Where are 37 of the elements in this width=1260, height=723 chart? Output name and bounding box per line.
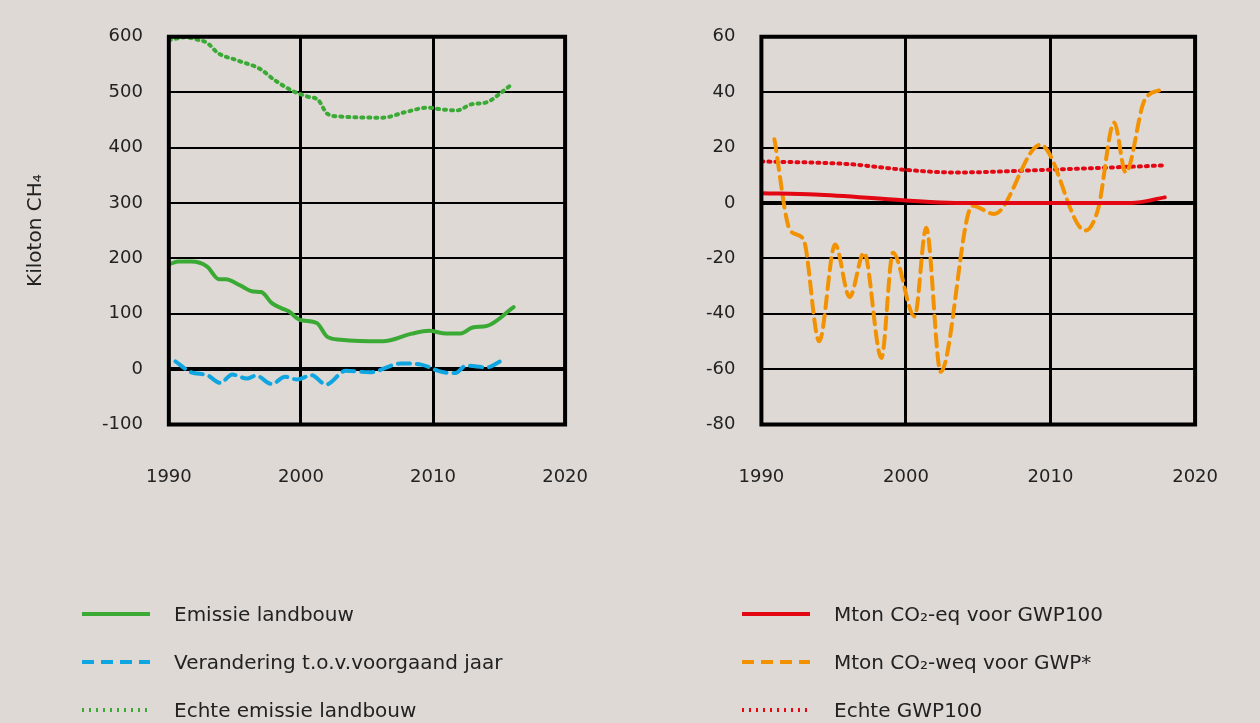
legend-label: Verandering t.o.v.voorgaand jaar [174, 650, 503, 674]
x-tick-label: 1990 [145, 464, 192, 486]
line-series [173, 359, 503, 387]
y-tick-label: 200 [108, 245, 143, 267]
x-tick-label: 2020 [542, 464, 588, 486]
line-series [772, 87, 1164, 374]
y-tick-label: -80 [705, 412, 736, 434]
y-tick-label: -60 [705, 356, 736, 378]
legend-label: Echte emissie landbouw [174, 698, 417, 722]
line-series [168, 36, 513, 120]
line-series [761, 159, 1164, 175]
line-series [168, 259, 516, 344]
y-axis-title: Kiloton CH₄ [22, 174, 47, 287]
y-tick-label: 0 [131, 356, 143, 378]
y-tick-label: 40 [712, 79, 736, 101]
x-tick-label: 2010 [1027, 464, 1074, 486]
legend-label: Echte GWP100 [834, 698, 983, 722]
x-tick-label: 2000 [883, 464, 929, 486]
y-tick-label: 20 [712, 135, 736, 157]
y-tick-label: 400 [108, 135, 143, 157]
y-tick-label: 60 [712, 24, 736, 46]
legend-label: Emissie landbouw [174, 602, 354, 626]
y-tick-label: 300 [108, 190, 143, 212]
line-series [761, 191, 1167, 205]
legend-label: Mton CO₂-eq voor GWP100 [834, 602, 1104, 626]
x-tick-label: 2000 [278, 464, 324, 486]
x-tick-label: 1990 [738, 464, 785, 486]
y-tick-label: 0 [723, 190, 736, 212]
y-tick-label: -40 [705, 301, 736, 323]
y-tick-label: 100 [108, 301, 143, 323]
y-tick-label: 600 [108, 24, 143, 46]
y-tick-label: 500 [108, 79, 143, 101]
y-tick-label: -100 [101, 412, 143, 434]
x-tick-label: 2020 [1172, 464, 1218, 486]
y-tick-label: -20 [705, 245, 736, 267]
x-tick-label: 2010 [410, 464, 456, 486]
legend-label: Mton CO₂-weq voor GWP* [834, 650, 1092, 674]
